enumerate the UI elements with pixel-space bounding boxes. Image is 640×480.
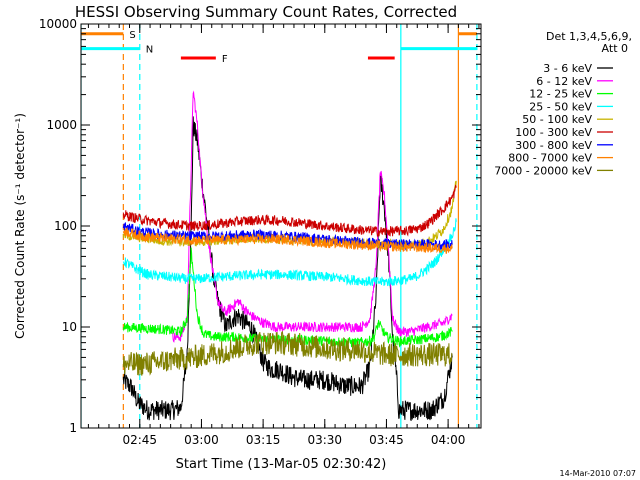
x-tick-label-0: 02:45 — [122, 433, 157, 447]
legend-label-7: 800 - 7000 keV — [508, 152, 592, 165]
series-line-6-12-kev — [172, 90, 453, 343]
series-line-100-300-kev — [122, 184, 457, 238]
series-line-3-6-kev — [122, 116, 453, 422]
legend-label-5: 100 - 300 keV — [515, 126, 592, 139]
flag-label-n: N — [146, 45, 153, 56]
legend-subtitle: Att 0 — [602, 42, 628, 55]
legend-label-8: 7000 - 20000 keV — [494, 164, 592, 177]
flag-label-s: S — [129, 30, 135, 41]
legend-title: Det 1,3,4,5,6,9, — [546, 30, 632, 43]
legend-label-2: 12 - 25 keV — [529, 88, 592, 101]
series-line-7000-20000-kev — [122, 330, 453, 376]
legend-label-1: 6 - 12 keV — [536, 75, 592, 88]
y-tick-label-4: 10000 — [39, 17, 77, 31]
series-line-300-800-kev — [122, 222, 453, 252]
series-line-800-7000-kev — [122, 226, 453, 254]
y-tick-label-2: 100 — [54, 219, 77, 233]
y-tick-label-0: 1 — [69, 421, 77, 435]
chart-title: HESSI Observing Summary Count Rates, Cor… — [75, 3, 457, 21]
x-axis-label: Start Time (13-Mar-05 02:30:42) — [176, 457, 387, 472]
y-axis-label: Corrected Count Rate (s⁻¹ detector⁻¹) — [13, 113, 27, 339]
x-tick-label-2: 03:15 — [246, 433, 281, 447]
legend-label-4: 50 - 100 keV — [522, 113, 592, 126]
footer-date: 14-Mar-2010 07:07 — [560, 469, 637, 478]
x-tick-label-5: 04:00 — [431, 433, 466, 447]
legend-label-6: 300 - 800 keV — [515, 139, 592, 152]
legend-label-3: 25 - 50 keV — [529, 100, 592, 113]
legend-label-0: 3 - 6 keV — [543, 62, 592, 75]
series-line-25-50-kev — [122, 218, 457, 287]
y-tick-label-1: 10 — [62, 320, 77, 334]
x-tick-label-4: 03:45 — [369, 433, 404, 447]
y-tick-label-3: 1000 — [46, 118, 77, 132]
flag-label-f: F — [222, 54, 228, 65]
x-tick-label-1: 03:00 — [184, 433, 219, 447]
x-tick-label-3: 03:30 — [307, 433, 342, 447]
